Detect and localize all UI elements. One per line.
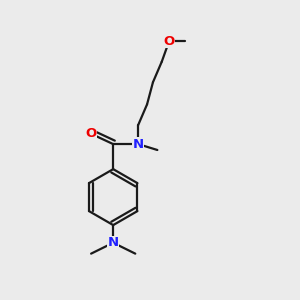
Text: N: N: [133, 138, 144, 151]
Text: N: N: [108, 236, 119, 249]
Text: O: O: [85, 127, 97, 140]
Text: O: O: [164, 34, 175, 48]
